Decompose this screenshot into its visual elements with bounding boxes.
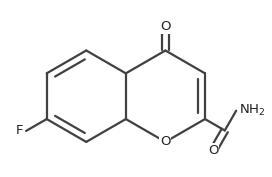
Text: O: O bbox=[160, 20, 171, 33]
Text: F: F bbox=[16, 124, 24, 137]
Text: O: O bbox=[160, 135, 171, 148]
Text: O: O bbox=[208, 144, 219, 157]
Text: NH$_2$: NH$_2$ bbox=[239, 103, 265, 118]
